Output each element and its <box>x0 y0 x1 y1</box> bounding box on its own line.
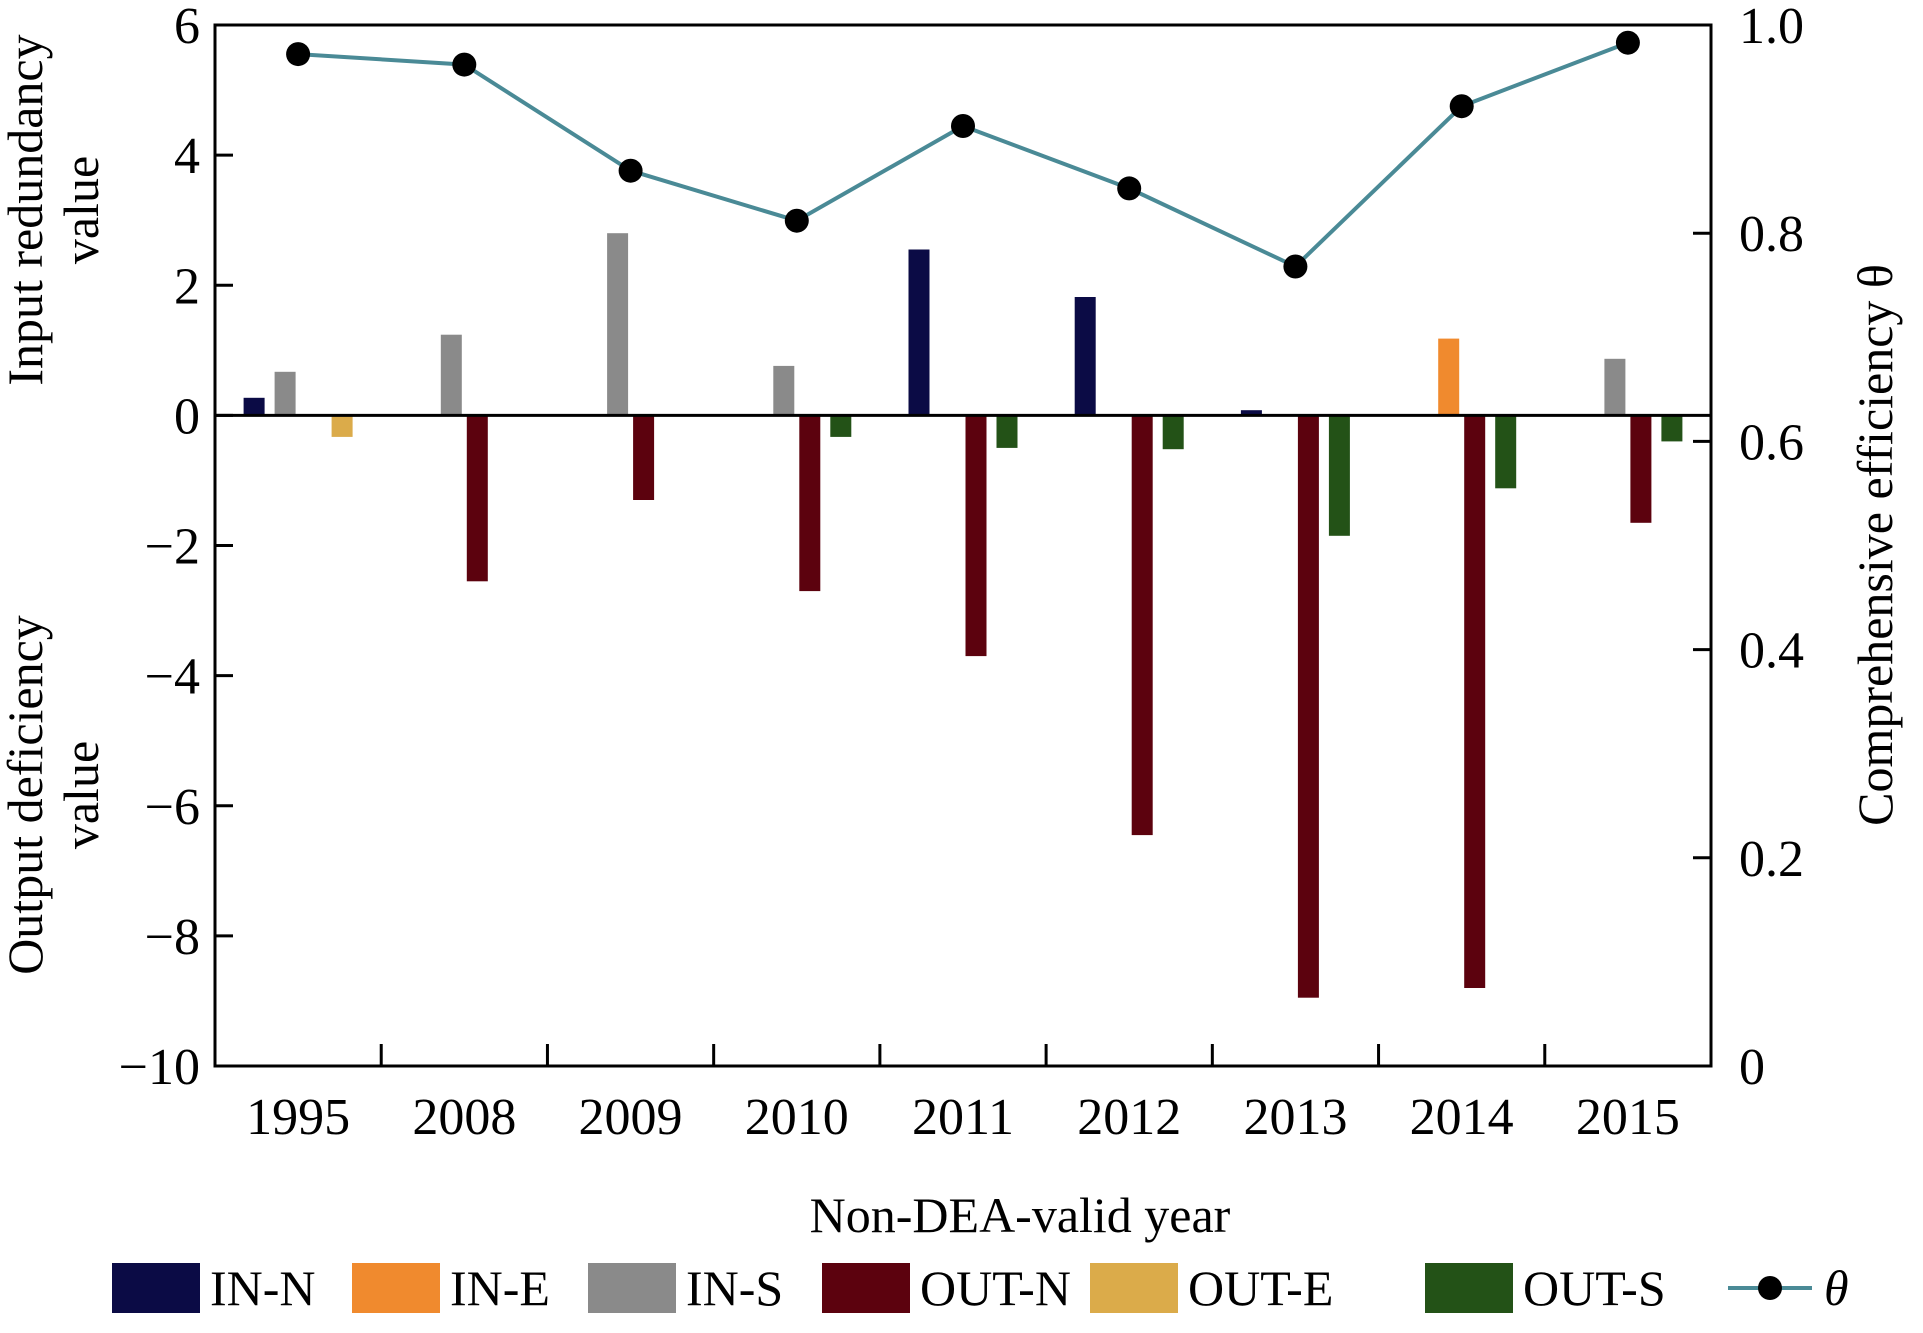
right-tick-label: 0.6 <box>1739 414 1804 471</box>
legend-swatch-in-e <box>352 1263 440 1313</box>
left-tick-label: 2 <box>174 258 200 315</box>
theta-point-2008 <box>452 52 477 77</box>
theta-point-2010 <box>784 208 809 233</box>
x-axis-title: Non-DEA-valid year <box>810 1187 1231 1243</box>
legend-swatch-in-s <box>588 1263 676 1313</box>
legend-swatch-out-s <box>1425 1263 1513 1313</box>
left-tick-label: −6 <box>145 779 200 836</box>
y-left-title-bottom: Output deficiency <box>0 615 53 975</box>
x-tick-label-2014: 2014 <box>1410 1089 1514 1146</box>
right-tick-label: 0.8 <box>1739 206 1804 263</box>
y-right-title: Comprehensive efficiency θ <box>1847 264 1903 826</box>
bar-out-s-2012 <box>1162 415 1184 450</box>
legend-label-in-e: IN-E <box>450 1260 550 1316</box>
bar-out-n-2011 <box>965 415 987 657</box>
legend-label-out-s: OUT-S <box>1523 1260 1666 1316</box>
theta-point-1995 <box>286 42 311 67</box>
legend-theta-marker <box>1758 1276 1782 1300</box>
bar-in-n-2013 <box>1240 410 1262 416</box>
x-tick-label-2010: 2010 <box>745 1089 849 1146</box>
bar-in-e-2014 <box>1438 338 1460 416</box>
left-tick-label: 0 <box>174 388 200 445</box>
bar-out-n-2015 <box>1630 415 1652 523</box>
bar-out-n-2014 <box>1464 415 1486 988</box>
y-left-title-top-2: value <box>53 156 109 264</box>
legend-label-in-n: IN-N <box>210 1260 316 1316</box>
theta-point-2012 <box>1117 176 1142 201</box>
bar-in-n-1995 <box>243 397 265 416</box>
x-tick-label-2011: 2011 <box>912 1089 1014 1146</box>
x-tick-label-2009: 2009 <box>579 1089 683 1146</box>
theta-point-2013 <box>1283 254 1308 279</box>
theta-line-layer <box>286 30 1640 279</box>
theta-point-2009 <box>618 158 643 183</box>
left-tick-label: −4 <box>145 649 200 706</box>
y-left-title-bottom-2: value <box>53 741 109 849</box>
bar-out-s-2011 <box>996 415 1018 448</box>
bar-out-n-2012 <box>1131 415 1153 836</box>
bar-out-s-2015 <box>1661 415 1683 442</box>
theta-point-2011 <box>951 114 975 138</box>
bar-in-s-2015 <box>1604 358 1626 416</box>
bar-out-s-2010 <box>830 415 852 437</box>
x-tick-label-2013: 2013 <box>1243 1089 1347 1146</box>
bar-in-s-1995 <box>274 371 296 416</box>
theta-point-2015 <box>1615 30 1640 55</box>
left-tick-label: 4 <box>174 128 200 185</box>
legend-swatch-in-n <box>112 1263 200 1313</box>
bar-out-n-2010 <box>799 415 821 592</box>
bar-out-n-2008 <box>466 415 488 582</box>
ticks-layer: 6 4 2 0 −2 −4 −6 −8 −10 1.0 0.8 0.6 0.4 0.2 0 1995 2008 2… <box>119 0 1804 1146</box>
left-tick-label: −2 <box>145 519 200 576</box>
bar-in-s-2010 <box>773 365 795 416</box>
x-tick-label-2008: 2008 <box>412 1089 516 1146</box>
bar-out-n-2009 <box>633 415 655 500</box>
bar-in-s-2008 <box>440 334 462 416</box>
legend-label-in-s: IN-S <box>686 1260 783 1316</box>
legend-swatch-out-n <box>822 1263 910 1313</box>
right-tick-label: 0 <box>1739 1039 1765 1096</box>
left-tick-label: −8 <box>145 909 200 966</box>
theta-line <box>297 40 1629 269</box>
legend-label-out-e: OUT-E <box>1188 1260 1333 1316</box>
x-tick-label-2012: 2012 <box>1077 1089 1181 1146</box>
legend-label-out-n: OUT-N <box>920 1260 1071 1316</box>
bar-in-s-2009 <box>607 233 629 416</box>
bar-out-s-2014 <box>1495 415 1517 489</box>
right-tick-label: 1.0 <box>1739 0 1804 55</box>
legend-swatch-out-e <box>1090 1263 1178 1313</box>
bar-in-n-2011 <box>908 249 930 416</box>
right-tick-label: 0.2 <box>1739 831 1804 888</box>
bar-out-n-2013 <box>1297 415 1319 998</box>
theta-point-2014 <box>1449 94 1474 119</box>
legend: IN-N IN-E IN-S OUT-N OUT-E OUT-S θ <box>112 1260 1849 1316</box>
right-tick-label: 0.4 <box>1739 623 1804 680</box>
legend-label-theta: θ <box>1824 1260 1849 1316</box>
left-tick-label: 6 <box>174 0 200 55</box>
bar-in-n-2012 <box>1074 297 1096 416</box>
bars-layer <box>243 233 1683 998</box>
y-left-title-top: Input redundancy <box>0 34 53 385</box>
plot-frame <box>213 23 1713 1068</box>
x-tick-label-2015: 2015 <box>1576 1089 1680 1146</box>
bar-out-e-1995 <box>331 415 353 437</box>
bar-out-s-2013 <box>1328 415 1350 536</box>
left-tick-label: −10 <box>119 1039 200 1096</box>
x-tick-label-1995: 1995 <box>246 1089 350 1146</box>
